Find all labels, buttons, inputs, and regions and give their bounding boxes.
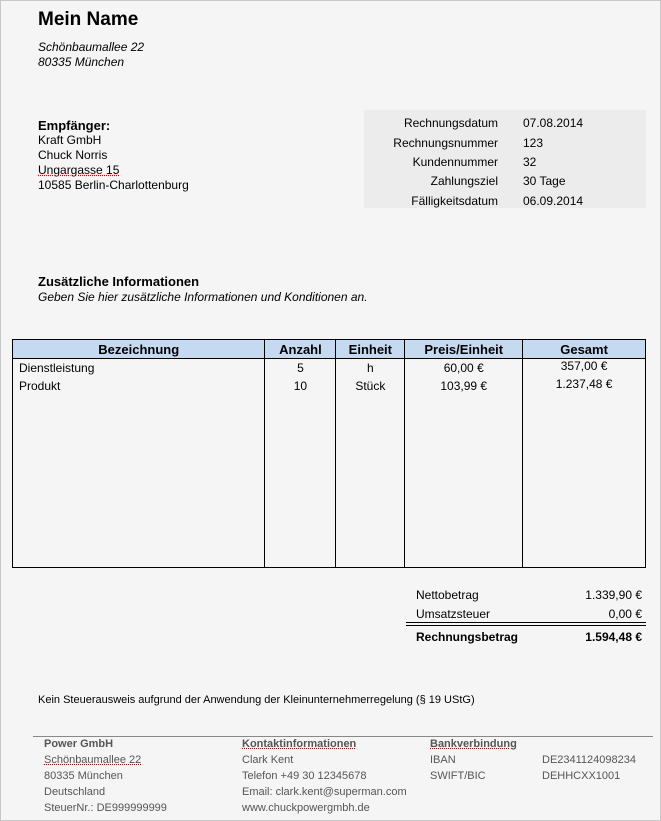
footer-company-line: Schönbaumallee 22 bbox=[44, 754, 142, 766]
table-row: Produkt 10 Stück 103,99 € 1.237,48 € bbox=[11, 377, 646, 395]
iban-value: DE2341124098234 bbox=[542, 754, 636, 766]
tax-label: Umsatzsteuer bbox=[416, 607, 491, 621]
info-label: Rechnungsnummer bbox=[393, 136, 498, 150]
footer-divider bbox=[33, 736, 653, 737]
info-row-due: Fälligkeitsdatum 06.09.2014 bbox=[364, 194, 646, 213]
info-row-date: Rechnungsdatum 07.08.2014 bbox=[364, 116, 646, 135]
invoice-info-box: Rechnungsdatum 07.08.2014 Rechnungsnummer… bbox=[364, 110, 646, 208]
footer-bank-heading: Bankverbindung bbox=[430, 738, 517, 750]
info-row-customer: Kundennummer 32 bbox=[364, 155, 646, 174]
cell: 10 bbox=[264, 377, 337, 395]
info-value: 32 bbox=[523, 155, 537, 169]
bic-label: SWIFT/BIC bbox=[430, 770, 486, 782]
tax-note: Kein Steuerausweis aufgrund der Anwendun… bbox=[38, 694, 475, 706]
footer-website[interactable]: www.chuckpowergmbh.de bbox=[242, 802, 370, 814]
cell: 5 bbox=[264, 358, 337, 377]
sender-street: Schönbaumallee 22 bbox=[38, 40, 145, 54]
footer-contact-heading: Kontaktinformationen bbox=[242, 738, 357, 750]
cell: 103,99 € bbox=[404, 377, 524, 395]
info-value: 30 Tage bbox=[523, 174, 566, 188]
net-row: Nettobetrag 1.339,90 € bbox=[416, 588, 642, 604]
cell: Dienstleistung bbox=[11, 358, 266, 377]
footer-company-line: Deutschland bbox=[44, 786, 106, 798]
col-header: Einheit bbox=[335, 339, 406, 359]
total-row: Rechnungsbetrag 1.594,48 € bbox=[416, 630, 642, 646]
info-row-number: Rechnungsnummer 123 bbox=[364, 136, 646, 155]
cell: 357,00 € bbox=[522, 358, 646, 377]
info-row-terms: Zahlungsziel 30 Tage bbox=[364, 174, 646, 193]
iban-label: IBAN bbox=[430, 754, 456, 766]
footer-company-heading: Power GmbH bbox=[44, 738, 114, 750]
sender-city: 80335 München bbox=[38, 55, 125, 69]
info-value: 123 bbox=[523, 136, 544, 150]
net-value: 1.339,90 € bbox=[585, 588, 642, 602]
recipient-line: Kraft GmbH bbox=[38, 133, 102, 147]
info-label: Kundennummer bbox=[412, 155, 498, 169]
col-header: Anzahl bbox=[264, 339, 337, 359]
bic-value: DEHHCXX1001 bbox=[542, 770, 621, 782]
tax-row: Umsatzsteuer 0,00 € bbox=[416, 607, 642, 623]
total-label: Rechnungsbetrag bbox=[416, 630, 519, 644]
recipient-line: 10585 Berlin-Charlottenburg bbox=[38, 178, 189, 192]
additional-text: Geben Sie hier zusätzliche Informationen… bbox=[38, 290, 368, 304]
recipient-heading: Empfänger: bbox=[38, 118, 111, 133]
footer-contact-line: Telefon +49 30 12345678 bbox=[242, 770, 367, 782]
info-value: 06.09.2014 bbox=[523, 194, 584, 208]
total-value: 1.594,48 € bbox=[585, 630, 642, 644]
cell: Produkt bbox=[11, 377, 266, 395]
tax-value: 0,00 € bbox=[608, 607, 642, 621]
recipient-line: Chuck Norris bbox=[38, 148, 108, 162]
footer-email[interactable]: Email: clark.kent@superman.com bbox=[242, 786, 407, 798]
cell: 1.237,48 € bbox=[522, 377, 646, 395]
table-row: Dienstleistung 5 h 60,00 € 357,00 € bbox=[11, 358, 646, 377]
col-header: Preis/Einheit bbox=[404, 339, 524, 359]
info-label: Rechnungsdatum bbox=[403, 116, 498, 130]
table-empty-row bbox=[11, 395, 646, 568]
footer-contact-line: Clark Kent bbox=[242, 754, 294, 766]
additional-heading: Zusätzliche Informationen bbox=[38, 274, 200, 289]
items-table: Bezeichnung Anzahl Einheit Preis/Einheit… bbox=[11, 339, 646, 568]
col-header: Bezeichnung bbox=[11, 339, 266, 359]
info-label: Fälligkeitsdatum bbox=[411, 194, 498, 208]
info-value: 07.08.2014 bbox=[523, 116, 584, 130]
net-label: Nettobetrag bbox=[416, 588, 479, 602]
sender-name: Mein Name bbox=[38, 9, 139, 30]
footer-company-line: SteuerNr.: DE999999999 bbox=[44, 802, 167, 814]
table-header-row: Bezeichnung Anzahl Einheit Preis/Einheit… bbox=[11, 339, 646, 359]
recipient-line: Ungargasse 15 bbox=[38, 163, 120, 177]
cell: Stück bbox=[335, 377, 406, 395]
cell: h bbox=[335, 358, 406, 377]
cell: 60,00 € bbox=[404, 358, 524, 377]
info-label: Zahlungsziel bbox=[430, 174, 498, 188]
double-rule bbox=[406, 622, 646, 626]
footer-company-line: 80335 München bbox=[44, 770, 123, 782]
col-header: Gesamt bbox=[522, 339, 646, 359]
